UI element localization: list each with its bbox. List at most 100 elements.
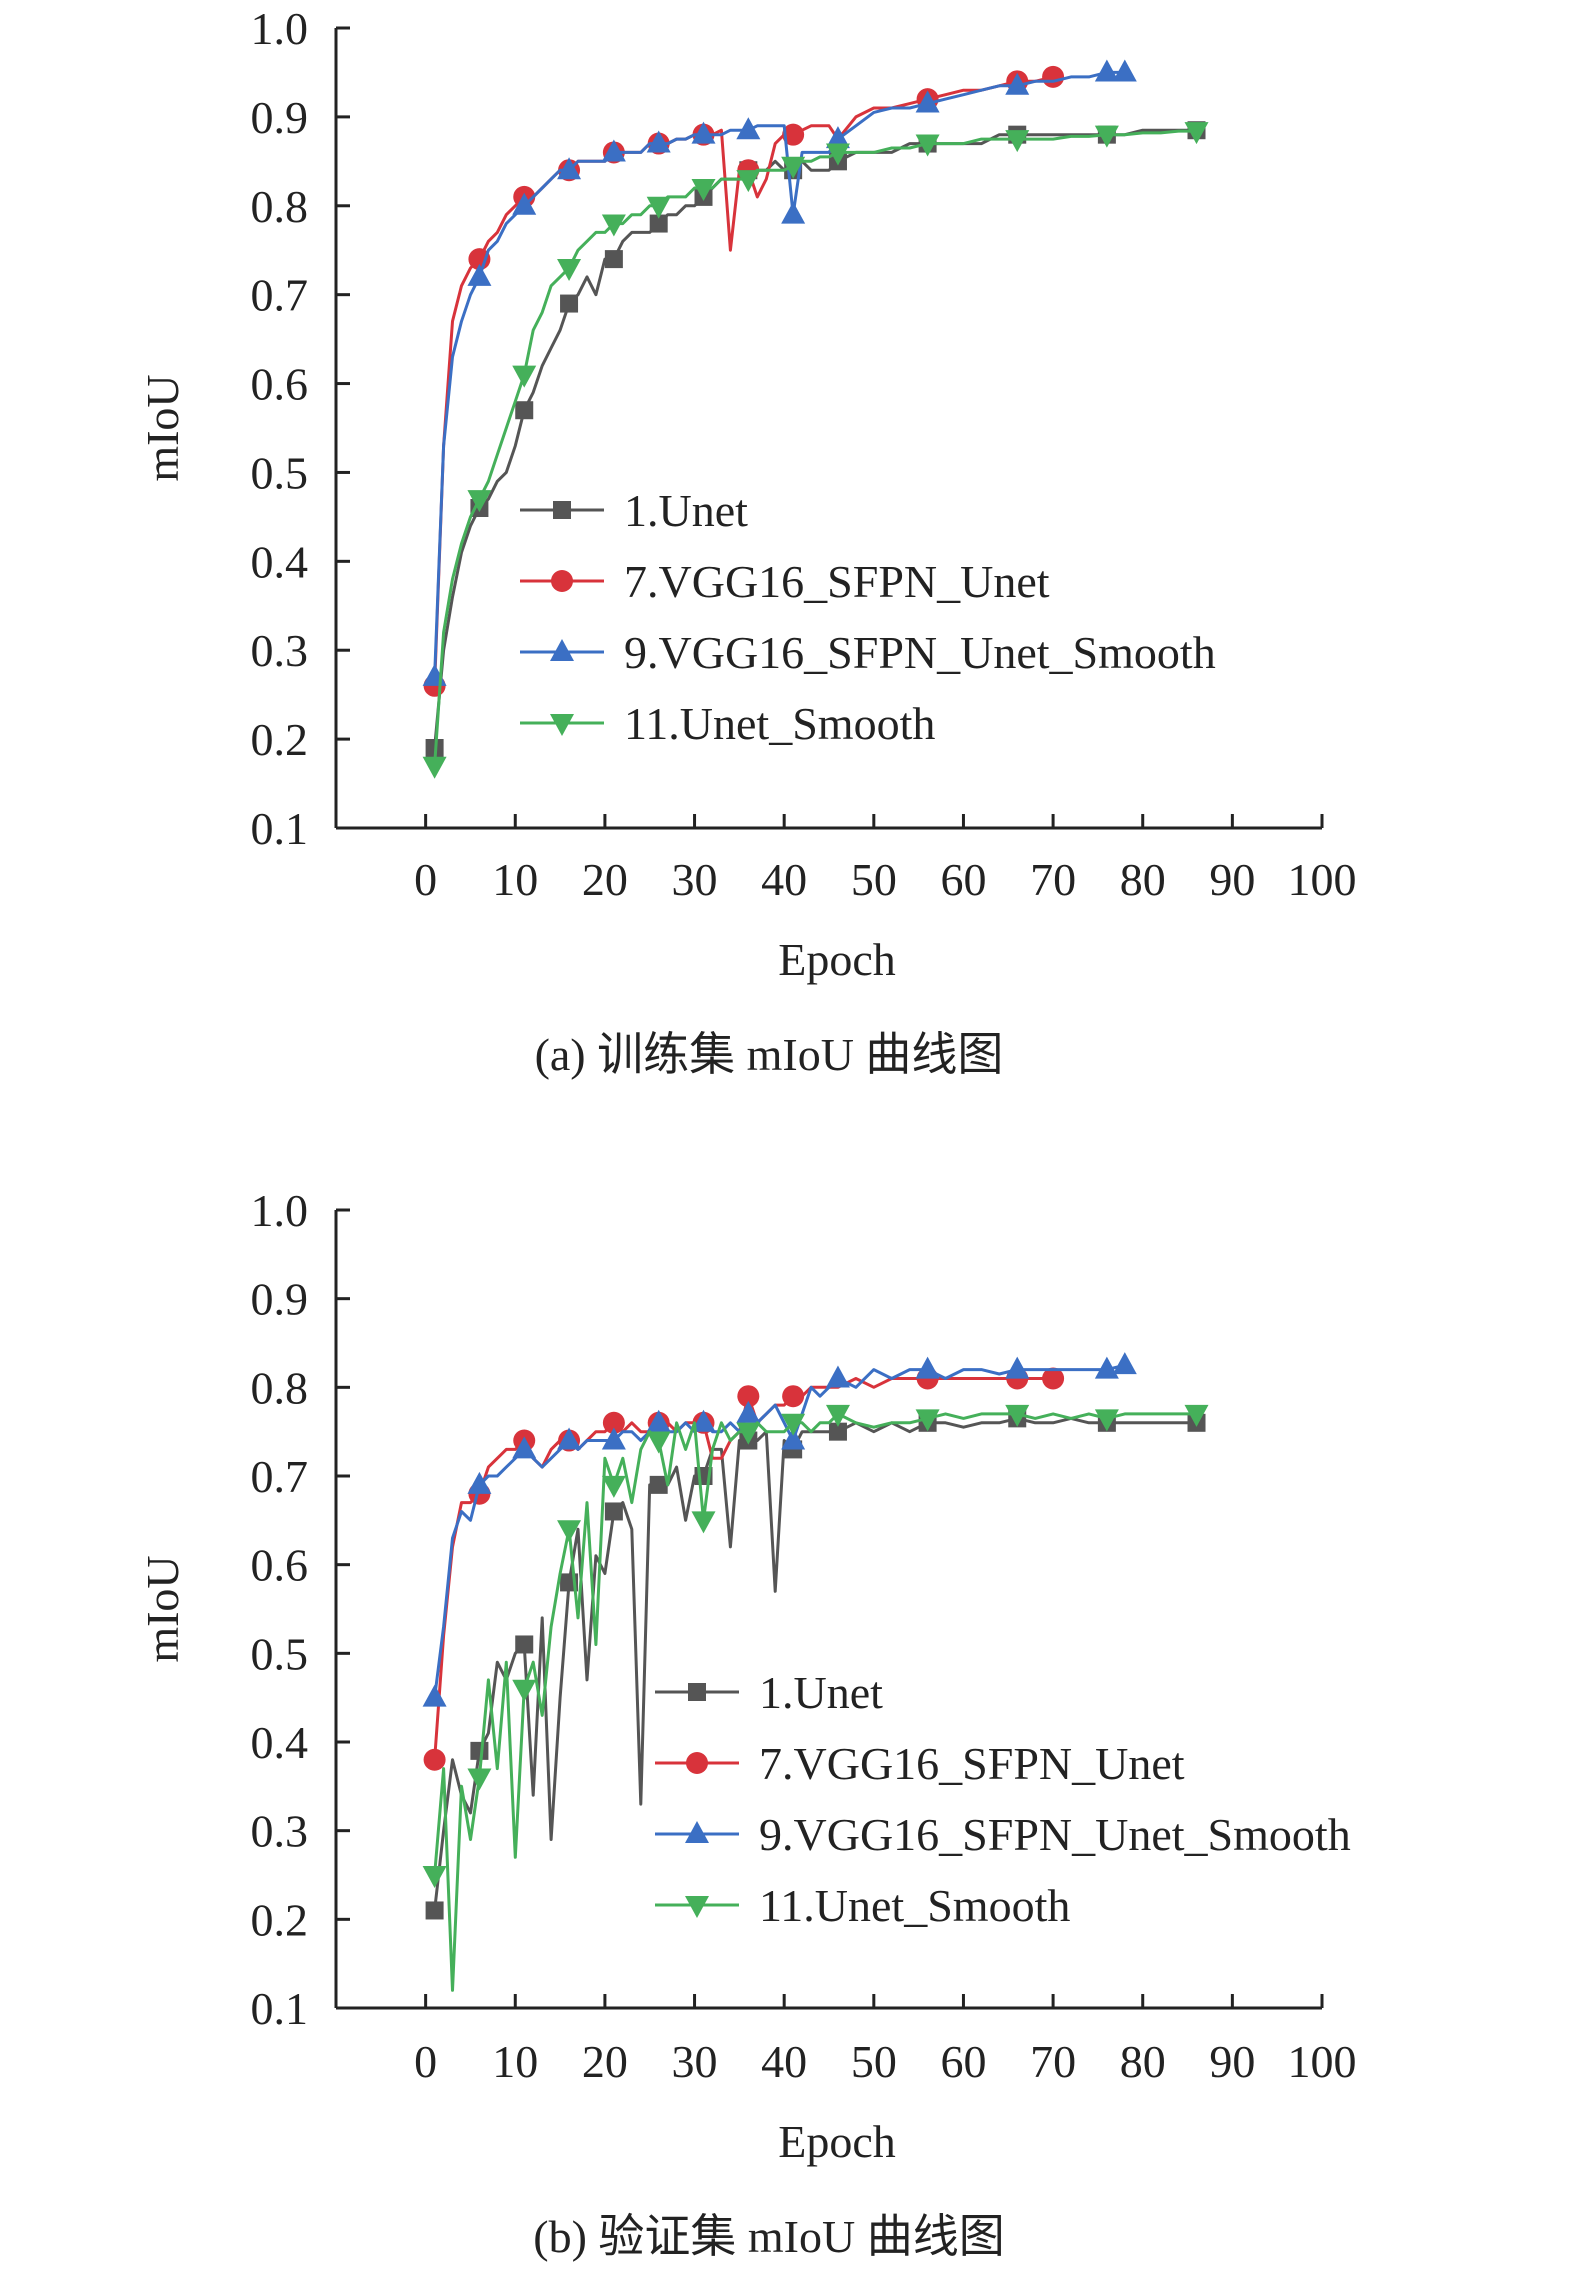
- x-tick-label: 40: [761, 2036, 807, 2087]
- data-point-marker: [1005, 130, 1030, 153]
- data-point-marker: [915, 1409, 940, 1432]
- series-line: [433, 129, 1197, 766]
- legend-marker: [685, 1896, 709, 1918]
- legend-entry: 1.Unet: [520, 485, 748, 536]
- legend-entry: 1.Unet: [655, 1667, 883, 1718]
- data-point-marker: [604, 1502, 623, 1521]
- data-point-marker: [781, 1413, 806, 1436]
- data-point-marker: [557, 157, 582, 180]
- legend-entry: 11.Unet_Smooth: [655, 1880, 1070, 1931]
- x-tick-label: 100: [1288, 2036, 1357, 2087]
- data-point-marker: [691, 1511, 716, 1534]
- data-point-marker: [825, 126, 850, 149]
- x-tick-label: 80: [1120, 854, 1166, 905]
- data-point-marker: [512, 1436, 537, 1459]
- legend-label: 9.VGG16_SFPN_Unet_Smooth: [624, 627, 1216, 678]
- legend-marker: [685, 1821, 709, 1843]
- series-3: [422, 1352, 1137, 1707]
- data-point-marker: [601, 139, 626, 162]
- chart-training-miou: 0.1 0.2 0.3 0.4 0.5 0.6 0.7 0.8 0.9 1.0 0 10 20 30 40 5…: [137, 3, 1357, 1080]
- data-point-marker: [601, 214, 626, 237]
- y-tick-label: 0.1: [251, 803, 309, 854]
- y-tick-label: 0.3: [251, 625, 309, 676]
- data-point-marker: [736, 1400, 761, 1423]
- x-tick-label: 70: [1030, 2036, 1076, 2087]
- data-point-marker: [915, 1356, 940, 1379]
- data-point-marker: [1094, 1409, 1119, 1432]
- data-point-marker: [557, 1520, 582, 1543]
- legend-label: 11.Unet_Smooth: [759, 1880, 1070, 1931]
- chart-validation-miou: 0.1 0.2 0.3 0.4 0.5 0.6 0.7 0.8 0.9 1.0 0 10 20 30 40 5…: [137, 1185, 1357, 2262]
- legend-entry: 9.VGG16_SFPN_Unet_Smooth: [655, 1809, 1351, 1860]
- data-point-marker: [825, 1404, 850, 1427]
- data-point-marker: [604, 250, 623, 269]
- series-4: [422, 122, 1209, 779]
- y-tick-label: 0.2: [251, 714, 309, 765]
- x-tick-label: 70: [1030, 854, 1076, 905]
- data-point-marker: [512, 365, 537, 388]
- x-tick-label: 90: [1209, 2036, 1255, 2087]
- data-point-marker: [422, 756, 447, 779]
- x-tick-label: 60: [940, 854, 986, 905]
- data-point-marker: [601, 1475, 626, 1498]
- data-point-marker: [1094, 1356, 1119, 1379]
- data-point-marker: [649, 214, 668, 233]
- legend-label: 7.VGG16_SFPN_Unet: [624, 556, 1050, 607]
- y-tick-label: 0.1: [251, 1983, 309, 2034]
- data-point-marker: [515, 1635, 534, 1654]
- y-axis-title: mIoU: [137, 1555, 188, 1662]
- x-tick-label: 10: [492, 2036, 538, 2087]
- series-4: [422, 1404, 1209, 1992]
- data-point-marker: [781, 156, 806, 179]
- data-point-marker: [781, 201, 806, 224]
- data-point-marker: [1005, 72, 1030, 95]
- data-point-marker: [1184, 122, 1209, 145]
- x-tick-label: 30: [672, 2036, 718, 2087]
- legend-label: 9.VGG16_SFPN_Unet_Smooth: [759, 1809, 1351, 1860]
- data-point-marker: [601, 1427, 626, 1450]
- data-point-marker: [781, 1427, 806, 1450]
- x-tick-label: 0: [414, 854, 437, 905]
- x-tick-label: 50: [851, 2036, 897, 2087]
- data-point-marker: [691, 1409, 716, 1432]
- data-point-marker: [1112, 59, 1137, 82]
- data-point-marker: [646, 1431, 671, 1454]
- x-tick-label: 20: [582, 854, 628, 905]
- data-point-marker: [515, 401, 534, 420]
- data-point-marker: [649, 1475, 668, 1494]
- data-point-marker: [915, 90, 940, 113]
- data-point-marker: [646, 196, 671, 219]
- data-point-marker: [1042, 65, 1065, 88]
- y-tick-label: 0.6: [251, 359, 309, 410]
- data-point-marker: [1094, 125, 1119, 148]
- data-point-marker: [425, 1901, 444, 1920]
- x-tick-label: 90: [1209, 854, 1255, 905]
- data-point-marker: [825, 1365, 850, 1388]
- data-point-marker: [467, 1768, 492, 1791]
- data-point-marker: [646, 1409, 671, 1432]
- x-tick-label: 30: [672, 854, 718, 905]
- data-point-marker: [782, 123, 805, 146]
- data-point-marker: [736, 170, 761, 193]
- data-point-marker: [422, 1866, 447, 1888]
- data-point-marker: [691, 179, 716, 201]
- figure-caption: (a) 训练集 mIoU 曲线图: [535, 1029, 1004, 1080]
- data-point-marker: [736, 117, 761, 140]
- y-tick-label: 0.7: [251, 270, 309, 321]
- y-tick-label: 0.5: [251, 447, 309, 498]
- data-point-marker: [512, 192, 537, 215]
- x-tick-label: 40: [761, 854, 807, 905]
- y-tick-label: 0.2: [251, 1894, 309, 1945]
- data-point-marker: [470, 1741, 489, 1760]
- x-tick-label: 20: [582, 2036, 628, 2087]
- data-point-marker: [557, 259, 582, 281]
- series-3: [422, 59, 1137, 686]
- data-point-marker: [915, 134, 940, 157]
- data-point-marker: [423, 1748, 446, 1771]
- figure-caption: (b) 验证集 mIoU 曲线图: [533, 2211, 1004, 2262]
- data-point-marker: [602, 1411, 625, 1434]
- data-point-marker: [825, 143, 850, 166]
- x-tick-label: 0: [414, 2036, 437, 2087]
- data-point-marker: [782, 1385, 805, 1408]
- data-point-marker: [1005, 1356, 1030, 1379]
